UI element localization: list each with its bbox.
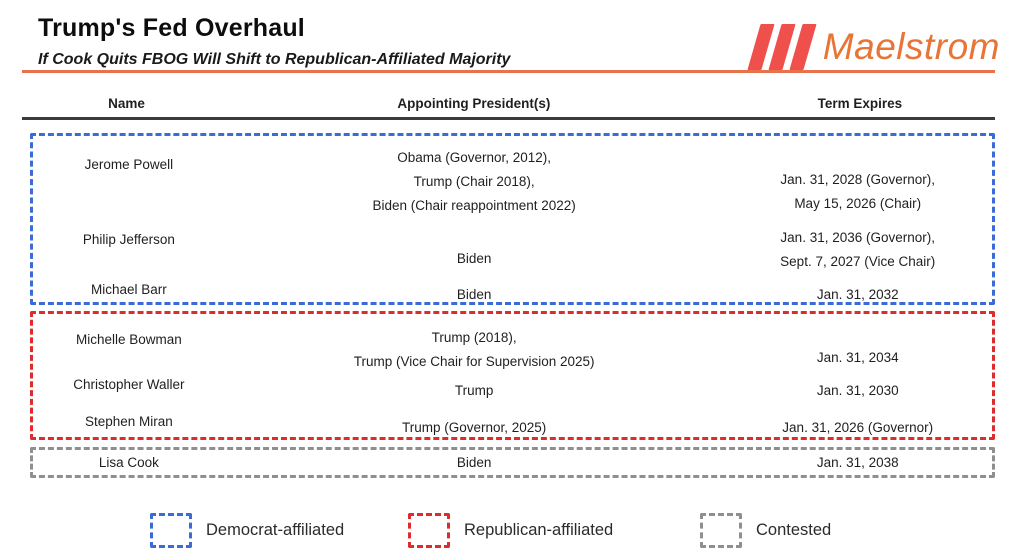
member-name-text: Lisa Cook — [98, 455, 159, 470]
column-header-appointing: Appointing President(s) — [397, 96, 551, 111]
logo-wordmark: Maelstrom — [822, 26, 1000, 67]
appointing-presidents: Trump (Governor, 2025) — [225, 406, 724, 440]
member-name-text: Michael Barr — [91, 282, 167, 297]
legend-label: Contested — [756, 521, 832, 539]
table-row-philip-jefferson: Philip Jefferson Biden Jan. 31, 2036 (Go… — [33, 222, 992, 269]
member-name: Michelle Bowman — [33, 314, 225, 374]
member-name: Christopher Waller — [33, 370, 225, 406]
term-line: Jan. 31, 2030 — [816, 383, 899, 398]
member-name-text: Philip Jefferson — [82, 232, 175, 247]
column-header-term: Term Expires — [817, 96, 903, 111]
term-line: Jan. 31, 2036 (Governor), — [780, 230, 936, 245]
header-divider — [22, 117, 995, 120]
term-expires: Jan. 31, 2026 (Governor) — [723, 406, 992, 440]
appointing-presidents: Biden — [225, 222, 724, 274]
table-row-stephen-miran: Stephen Miran Trump (Governor, 2025) Jan… — [33, 406, 992, 437]
term-line: Jan. 31, 2026 (Governor) — [782, 420, 934, 435]
table-column-headers: Name Appointing President(s) Term Expire… — [30, 94, 995, 114]
appointing-line: Biden — [456, 251, 492, 266]
term-expires: Jan. 31, 2030 — [723, 370, 992, 406]
term-expires: Jan. 31, 2038 — [723, 450, 992, 475]
contested-swatch-icon — [700, 513, 742, 548]
term-expires: Jan. 31, 2034 — [723, 314, 992, 374]
term-line: Sept. 7, 2027 (Vice Chair) — [780, 254, 936, 269]
appointing-line: Trump (2018), — [431, 330, 517, 345]
appointing-line: Obama (Governor, 2012), — [397, 150, 552, 165]
group-democrat-affiliated: Jerome Powell Obama (Governor, 2012), Tr… — [30, 133, 995, 305]
appointing-line: Trump (Governor, 2025) — [401, 420, 547, 435]
member-name-text: Stephen Miran — [84, 414, 173, 429]
member-name: Philip Jefferson — [33, 222, 225, 274]
appointing-presidents: Biden — [225, 450, 724, 475]
term-line: Jan. 31, 2032 — [816, 287, 899, 302]
republican-swatch-icon — [408, 513, 450, 548]
legend-item-contested: Contested — [700, 513, 831, 548]
legend-label: Republican-affiliated — [464, 521, 614, 539]
table-row-michelle-bowman: Michelle Bowman Trump (2018), Trump (Vic… — [33, 314, 992, 370]
logo-bars-icon — [747, 24, 817, 70]
term-line: Jan. 31, 2034 — [816, 350, 899, 365]
group-contested: Lisa Cook Biden Jan. 31, 2038 — [30, 447, 995, 478]
term-expires: Jan. 31, 2028 (Governor), May 15, 2026 (… — [723, 136, 992, 222]
group-republican-affiliated: Michelle Bowman Trump (2018), Trump (Vic… — [30, 311, 995, 440]
appointing-line: Biden — [456, 287, 492, 302]
member-name: Lisa Cook — [33, 450, 225, 475]
member-name: Stephen Miran — [33, 406, 225, 440]
table-row-jerome-powell: Jerome Powell Obama (Governor, 2012), Tr… — [33, 136, 992, 222]
appointing-line: Trump (Chair 2018), — [413, 174, 535, 189]
member-name-text: Christopher Waller — [73, 377, 185, 392]
appointing-presidents: Trump — [225, 370, 724, 406]
table-row-christopher-waller: Christopher Waller Trump Jan. 31, 2030 — [33, 370, 992, 406]
appointing-presidents: Trump (2018), Trump (Vice Chair for Supe… — [225, 314, 724, 374]
democrat-swatch-icon — [150, 513, 192, 548]
legend-item-democrat: Democrat-affiliated — [150, 513, 344, 548]
page-subtitle: If Cook Quits FBOG Will Shift to Republi… — [38, 51, 511, 68]
term-line: May 15, 2026 (Chair) — [794, 196, 922, 211]
term-expires: Jan. 31, 2032 — [723, 268, 992, 307]
maelstrom-logo: Maelstrom — [747, 22, 1000, 72]
member-name: Jerome Powell — [33, 136, 225, 222]
term-expires: Jan. 31, 2036 (Governor), Sept. 7, 2027 … — [723, 222, 992, 274]
legend-label: Democrat-affiliated — [206, 521, 345, 539]
member-name-text: Jerome Powell — [84, 157, 174, 172]
header-titles: Trump's Fed Overhaul If Cook Quits FBOG … — [38, 14, 510, 69]
column-header-name: Name — [108, 96, 145, 111]
accent-divider — [22, 70, 995, 73]
legend: Democrat-affiliated Republican-affiliate… — [0, 513, 1024, 553]
table-row-michael-barr: Michael Barr Biden Jan. 31, 2032 — [33, 268, 992, 302]
table-row-lisa-cook: Lisa Cook Biden Jan. 31, 2038 — [33, 450, 992, 475]
legend-item-republican: Republican-affiliated — [408, 513, 613, 548]
appointing-line: Trump (Vice Chair for Supervision 2025) — [353, 354, 595, 369]
member-name: Michael Barr — [33, 268, 225, 307]
appointing-line: Biden (Chair reappointment 2022) — [372, 198, 576, 213]
term-line: Jan. 31, 2028 (Governor), — [780, 172, 936, 187]
page-title: Trump's Fed Overhaul — [38, 14, 305, 42]
member-name-text: Michelle Bowman — [76, 332, 182, 347]
appointing-presidents: Obama (Governor, 2012), Trump (Chair 201… — [225, 136, 724, 222]
appointing-line: Biden — [456, 455, 492, 470]
term-line: Jan. 31, 2038 — [816, 455, 899, 470]
appointing-line: Trump — [454, 383, 494, 398]
appointing-presidents: Biden — [225, 268, 724, 307]
